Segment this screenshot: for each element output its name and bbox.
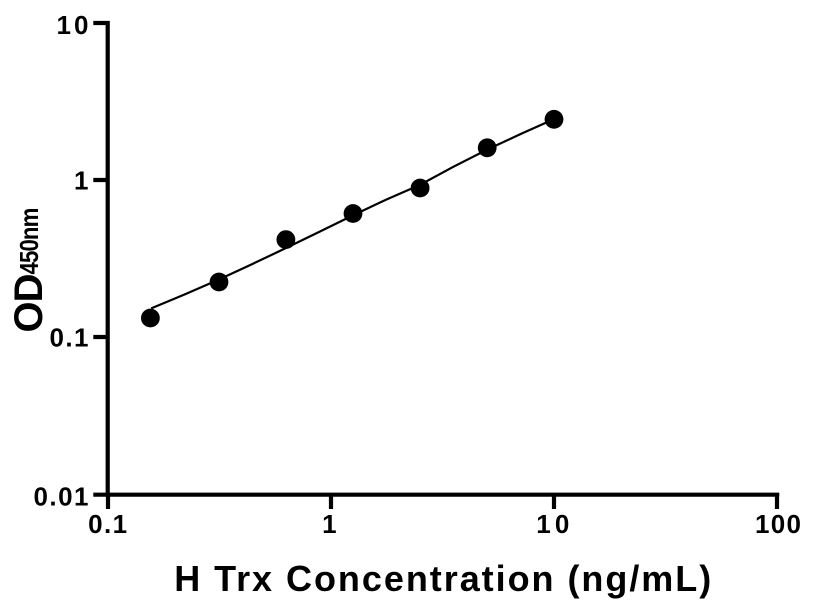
svg-text:0.1: 0.1: [88, 509, 127, 539]
svg-text:0.1: 0.1: [50, 322, 89, 352]
svg-text:OD450nm: OD450nm: [7, 209, 51, 333]
svg-text:100: 100: [755, 509, 801, 539]
svg-text:1: 1: [322, 509, 336, 539]
svg-text:1: 1: [74, 165, 88, 195]
svg-text:0.01: 0.01: [34, 481, 89, 511]
